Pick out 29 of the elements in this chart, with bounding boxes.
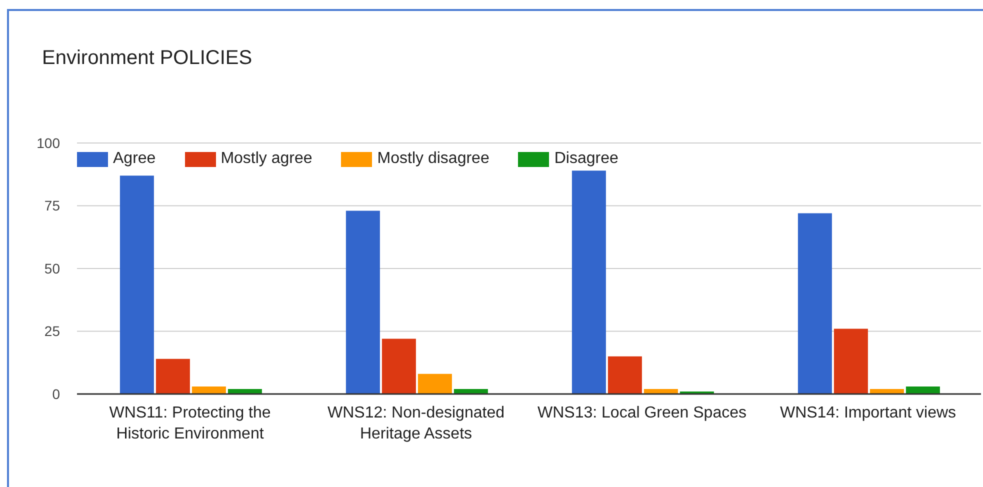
x-tick-label: WNS13: Local Green Spaces (538, 404, 746, 422)
x-tick-label: WNS14: Important views (780, 404, 956, 422)
legend-label: Mostly disagree (377, 150, 490, 167)
y-tick-label: 50 (44, 260, 60, 276)
y-tick-label: 100 (36, 134, 60, 151)
bar (798, 213, 832, 394)
y-tick-label: 0 (52, 386, 60, 402)
bar (906, 386, 940, 394)
y-tick-label: 75 (44, 198, 60, 214)
bar (834, 328, 868, 394)
legend-label: Agree (113, 150, 156, 167)
bar (228, 388, 262, 394)
bar (382, 338, 416, 394)
bar (608, 356, 642, 394)
bar (644, 388, 678, 394)
bar (454, 388, 488, 394)
x-tick-label: WNS11: Protecting the Historic Environment (109, 404, 271, 442)
bar (120, 176, 154, 394)
chart-title: Environment POLICIES (42, 46, 252, 70)
bar (192, 386, 226, 394)
x-tick-label: WNS12: Non-designated Heritage Assets (328, 404, 504, 442)
bar (418, 374, 452, 394)
y-tick-label: 25 (44, 323, 60, 340)
legend-label: Mostly agree (220, 150, 312, 167)
bar (572, 170, 606, 394)
bar (156, 358, 190, 394)
bar (870, 388, 904, 394)
bar (346, 210, 380, 394)
legend-label: Disagree (554, 150, 618, 167)
